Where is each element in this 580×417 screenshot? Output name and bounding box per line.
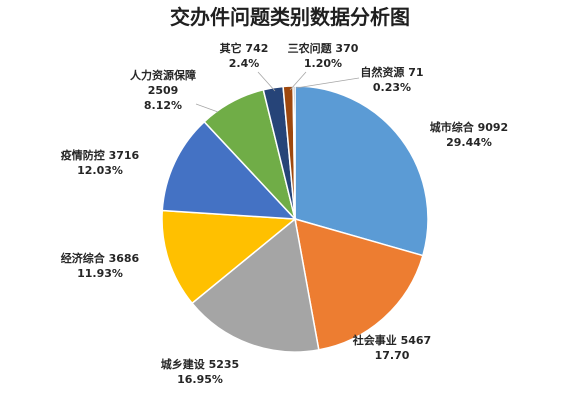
data-label-9-line-1: 自然资源 71 [360,65,423,79]
pie-slice-1 [294,85,429,257]
data-label-5-line-1: 疫情防控 3716 [61,148,140,162]
data-label-5-line-2: 12.03% [77,164,123,177]
data-label-8-line-1: 三农问题 370 [288,41,359,55]
data-label-6-line-1: 人力资源保障 [130,68,196,82]
pie-slice-4 [161,209,297,305]
data-label-2-line-2: 17.70 [375,349,410,362]
data-label-4-line-1: 经济综合 3686 [61,251,140,265]
pie-slice-2 [294,217,424,351]
pie-slice-5 [161,120,297,220]
leader-lines [195,71,360,113]
data-label-7-line-1: 其它 742 [220,41,269,55]
data-label-4-line-2: 11.93% [77,267,123,280]
pie-slice-3 [191,217,320,353]
pie-slices [161,85,429,353]
data-labels: 城市综合 9092 29.44% 社会事业 5467 17.70 城乡建设 5235 16… [61,41,508,386]
data-label-6-line-3: 8.12% [144,99,182,112]
data-label-7-line-2: 2.4% [229,57,260,70]
leader-line-7 [257,71,276,92]
leader-line-6 [195,103,219,113]
data-label-6-line-2: 2509 [148,84,179,97]
data-label-9-line-2: 0.23% [373,81,411,94]
data-label-3-line-1: 城乡建设 5235 [161,357,239,371]
data-label-1-line-1: 城市综合 9092 [430,120,508,134]
data-label-3-line-2: 16.95% [177,373,223,386]
data-label-8-line-2: 1.20% [304,57,342,70]
data-label-2-line-1: 社会事业 5467 [352,333,431,347]
chart-title: 交办件问题类别数据分析图 [170,5,410,29]
leader-line-8 [289,71,307,91]
leader-line-9 [295,77,360,89]
data-label-1-line-2: 29.44% [446,136,492,149]
